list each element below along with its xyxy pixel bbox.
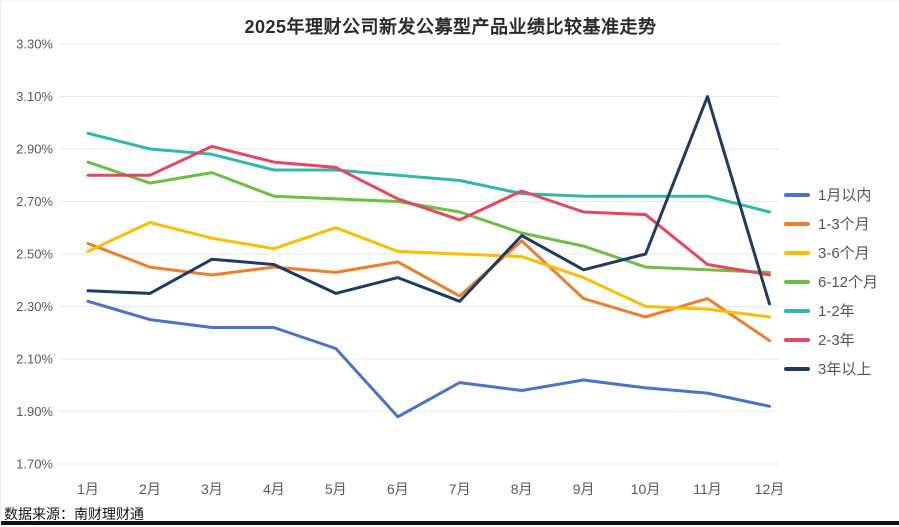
y-axis-tick-label: 2.70%	[16, 194, 53, 209]
x-axis-tick-label: 8月	[511, 481, 533, 497]
y-axis-tick-label: 2.30%	[16, 299, 53, 314]
y-axis-tick-label: 3.10%	[16, 89, 53, 104]
x-axis-tick-label: 11月	[693, 481, 722, 497]
x-axis-tick-label: 1月	[77, 481, 99, 497]
y-axis-tick-label: 2.90%	[16, 142, 53, 157]
y-axis-tick-label: 1.90%	[16, 404, 53, 419]
legend-label: 6-12个月	[818, 274, 879, 291]
source-note: 数据来源：南财理财通	[4, 506, 144, 522]
legend-swatch-icon	[784, 366, 810, 371]
legend-label: 3-6个月	[818, 245, 870, 262]
legend-label: 1-2年	[818, 303, 855, 320]
legend-swatch-icon	[784, 279, 810, 284]
series-line-2-3年	[86, 144, 771, 277]
legend-swatch-icon	[784, 192, 810, 197]
x-axis-tick-label: 7月	[449, 481, 471, 497]
x-axis-tick-label: 12月	[755, 481, 785, 497]
series-line-3年以上	[86, 95, 771, 306]
legend-label: 3年以上	[818, 361, 872, 378]
x-axis-tick-label: 9月	[573, 481, 595, 497]
x-axis-tick-label: 2月	[139, 481, 161, 497]
series-line-1月以内	[86, 299, 771, 419]
chart-legend: 1月以内 1-3个月 3-6个月 6-12个月 1-2年 2-3年 3年以上	[784, 180, 878, 383]
x-axis-tick-label: 4月	[263, 481, 285, 497]
legend-item-1-2年[interactable]: 1-2年	[784, 296, 878, 325]
series-line-1-2年	[86, 131, 771, 214]
y-axis-tick-label: 1.70%	[16, 457, 53, 472]
series-line-3-6个月	[86, 221, 771, 319]
series-line-1-3个月	[86, 239, 771, 343]
y-axis-tick-label: 3.30%	[16, 37, 53, 52]
legend-item-2-3年[interactable]: 2-3年	[784, 325, 878, 354]
legend-item-6-12个月[interactable]: 6-12个月	[784, 267, 878, 296]
legend-swatch-icon	[784, 337, 810, 342]
chart-title: 2025年理财公司新发公募型产品业绩比较基准走势	[244, 17, 657, 37]
x-axis-tick-label: 5月	[325, 481, 347, 497]
legend-item-1-3个月[interactable]: 1-3个月	[784, 209, 878, 238]
x-axis-tick-label: 3月	[201, 481, 223, 497]
y-axis-tick-label: 2.10%	[16, 352, 53, 367]
bottom-edge-bar	[1, 521, 899, 525]
legend-swatch-icon	[784, 250, 810, 255]
y-axis-tick-label: 2.50%	[16, 247, 53, 262]
legend-swatch-icon	[784, 308, 810, 313]
x-axis-tick-label: 6月	[387, 481, 409, 497]
legend-label: 1月以内	[818, 187, 872, 204]
legend-item-3-6个月[interactable]: 3-6个月	[784, 238, 878, 267]
legend-item-3年以上[interactable]: 3年以上	[784, 354, 878, 383]
x-axis-tick-label: 10月	[631, 481, 661, 497]
legend-label: 1-3个月	[818, 216, 870, 233]
legend-swatch-icon	[784, 221, 810, 226]
legend-item-1月以内[interactable]: 1月以内	[784, 180, 878, 209]
series-line-6-12个月	[86, 160, 771, 274]
legend-label: 2-3年	[818, 332, 855, 349]
